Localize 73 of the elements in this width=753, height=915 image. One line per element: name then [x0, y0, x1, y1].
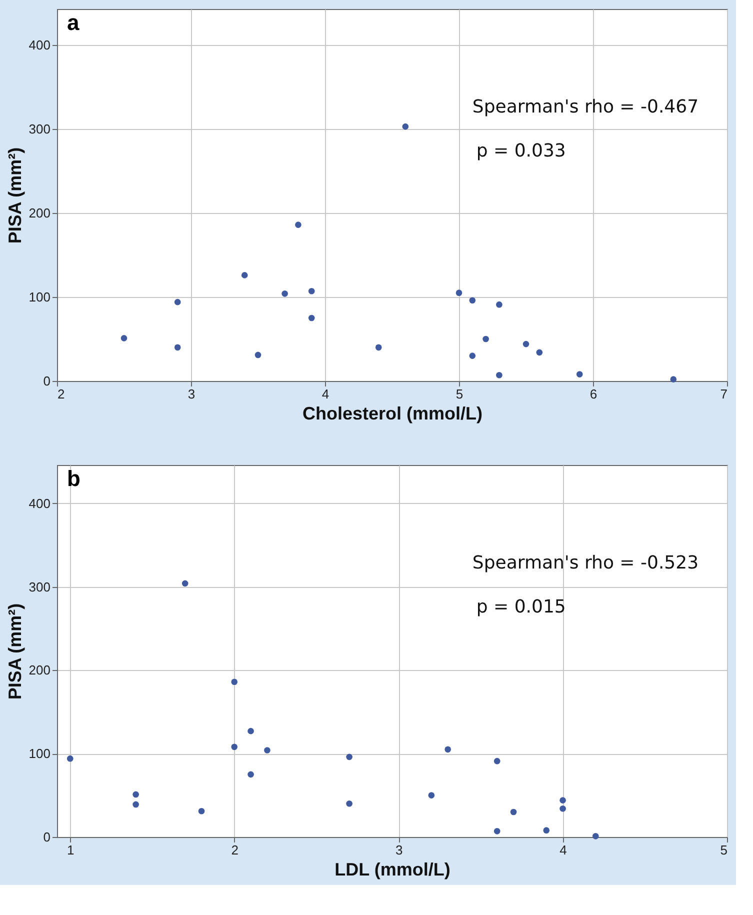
chart-title: b	[67, 466, 80, 491]
point	[231, 744, 238, 750]
point	[174, 344, 181, 351]
x-axis-title: Cholesterol (mmol/L)	[302, 404, 483, 424]
point	[560, 797, 566, 804]
point	[264, 747, 270, 754]
x-tick-label: 7	[720, 386, 728, 402]
point	[295, 222, 302, 228]
point	[174, 298, 181, 306]
y-tick-label: 400	[28, 38, 50, 53]
point	[536, 349, 543, 356]
x-tick-label: 4	[322, 386, 330, 402]
point	[231, 678, 238, 686]
x-tick-label: 4	[560, 842, 567, 858]
point	[346, 754, 352, 760]
x-tick-label: 1	[67, 842, 74, 858]
point	[402, 123, 409, 130]
point	[346, 800, 352, 807]
point	[308, 314, 315, 322]
y-tick-label: 200	[28, 206, 50, 221]
point	[132, 791, 139, 798]
point	[576, 371, 583, 378]
point	[120, 335, 128, 342]
y-tick-label: 0	[43, 374, 50, 388]
point	[254, 352, 262, 358]
point	[66, 755, 74, 762]
point	[132, 801, 139, 808]
annotation: p = 0.033	[476, 140, 566, 162]
point	[592, 833, 599, 840]
point	[456, 290, 462, 296]
point	[494, 828, 500, 834]
point	[444, 746, 451, 753]
point	[469, 297, 476, 304]
point	[496, 301, 502, 308]
y-tick-label: 100	[28, 290, 50, 305]
annotation: p = 0.015	[476, 596, 566, 618]
x-tick-label: 3	[395, 842, 403, 858]
point	[308, 288, 315, 294]
x-axis-title: LDL (mmol/L)	[334, 860, 450, 880]
annotation: Spearman's rho = -0.467	[472, 96, 699, 118]
y-axis-title: PISA (mm²)	[4, 603, 25, 700]
point	[182, 580, 188, 587]
y-tick-label: 0	[43, 830, 50, 844]
point	[543, 827, 550, 834]
annotation: Spearman's rho = -0.523	[472, 552, 699, 574]
point	[375, 344, 382, 351]
point	[198, 808, 205, 814]
point	[560, 805, 566, 812]
x-tick-label: 5	[720, 842, 728, 858]
y-tick-label: 300	[28, 122, 50, 137]
y-axis-title: PISA (mm²)	[4, 147, 25, 244]
point	[428, 792, 435, 798]
point	[241, 272, 248, 278]
x-tick-label: 2	[58, 386, 65, 402]
point	[482, 336, 489, 342]
y-tick-label: 400	[28, 496, 50, 511]
point	[248, 771, 254, 778]
point	[469, 352, 476, 359]
x-tick-label: 6	[590, 386, 598, 402]
point	[670, 376, 677, 382]
point	[494, 758, 500, 764]
point	[496, 372, 502, 378]
chart-title: a	[67, 10, 80, 35]
x-tick-label: 3	[188, 386, 196, 402]
point	[248, 728, 254, 734]
point	[510, 808, 517, 816]
y-tick-label: 300	[28, 579, 50, 594]
x-tick-label: 5	[456, 386, 464, 402]
point	[282, 290, 288, 297]
x-tick-label: 2	[231, 842, 238, 858]
point	[522, 340, 530, 348]
y-tick-label: 100	[28, 746, 50, 762]
y-tick-label: 200	[28, 662, 50, 678]
